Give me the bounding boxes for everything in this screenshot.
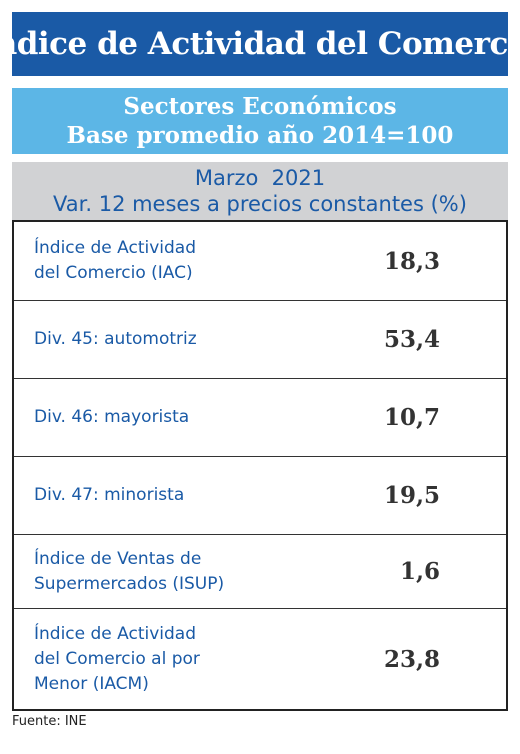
row-value: 1,6 [399, 558, 440, 585]
row-label: Índice de Actividad del Comercio al por … [34, 623, 200, 694]
indicator-table: Índice de Actividad del Comercio (IAC) 1… [12, 220, 508, 711]
title-text: Índice de Actividad del Comercio [0, 26, 520, 62]
period-banner: Marzo 2021 Var. 12 meses a precios const… [12, 162, 508, 220]
source-note: Fuente: INE [12, 714, 87, 729]
row-label: Índice de Actividad del Comercio (IAC) [34, 238, 197, 283]
table-row-iacm: Índice de Actividad del Comercio al por … [14, 609, 506, 709]
table-row-div46: Div. 46: mayorista 10,7 [14, 379, 506, 457]
row-value: 18,3 [383, 247, 440, 275]
table-row-div45: Div. 45: automotriz 53,4 [14, 301, 506, 379]
subtitle-line-1: Sectores Económicos [123, 93, 397, 120]
table-row-isup: Índice de Ventas de Supermercados (ISUP)… [14, 535, 506, 609]
period-line-1: Marzo 2021 [194, 166, 326, 190]
table-row-div47: Div. 47: minorista 19,5 [14, 457, 506, 535]
row-label: Div. 47: minorista [34, 485, 185, 505]
row-value: 19,5 [383, 482, 440, 509]
subtitle-line-2: Base promedio año 2014=100 [66, 122, 454, 149]
row-value: 23,8 [383, 645, 440, 673]
table-row-iac: Índice de Actividad del Comercio (IAC) 1… [14, 222, 506, 301]
row-value: 10,7 [383, 404, 440, 431]
page-title: Índice de Actividad del Comercio [0, 12, 520, 76]
subtitle-banner: Sectores Económicos Base promedio año 20… [12, 88, 508, 154]
row-value: 53,4 [383, 326, 440, 353]
row-label: Índice de Ventas de Supermercados (ISUP) [34, 548, 225, 594]
row-label: Div. 46: mayorista [34, 407, 190, 427]
row-label: Div. 45: automotriz [34, 329, 197, 349]
period-line-2: Var. 12 meses a precios constantes (%) [53, 192, 467, 216]
